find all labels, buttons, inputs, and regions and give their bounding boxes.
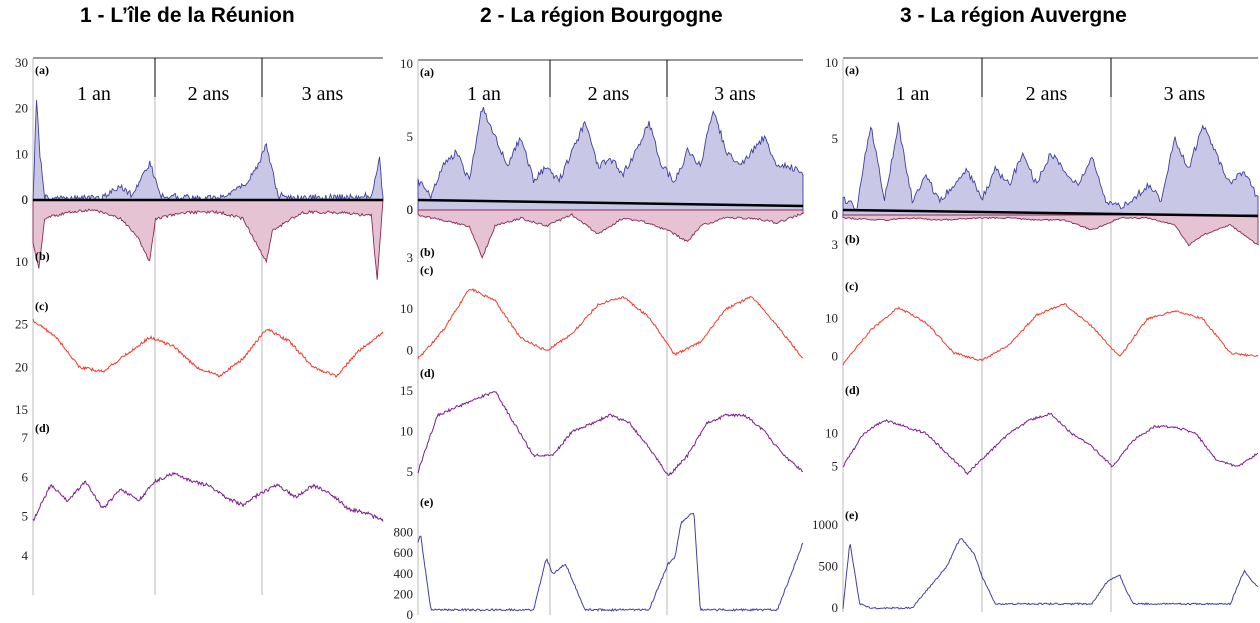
year-label: 1 an: [896, 83, 930, 105]
panel-label-b: (b): [845, 232, 860, 246]
tick-label-c: 20: [15, 359, 28, 374]
panel-label-b: (b): [35, 249, 50, 263]
series-line-c: [842, 302, 1259, 366]
series-line-d: [32, 471, 384, 522]
series-area-a: [842, 122, 1259, 216]
series-area-b: [417, 209, 804, 259]
tick-label-d: 15: [400, 383, 413, 398]
year-label: 2 ans: [1026, 83, 1068, 105]
panel-label-a: (a): [35, 63, 49, 77]
tick-label-e: 0: [407, 607, 414, 622]
tick-label-c: 0: [407, 343, 414, 358]
tick-label-a: 0: [832, 207, 839, 222]
panel-label-c: (c): [420, 263, 433, 277]
tick-label-a: 10: [400, 56, 413, 71]
panel-label-e: (e): [845, 508, 858, 522]
tick-label-e: 1000: [812, 517, 838, 532]
series-line-e: [842, 538, 1259, 610]
year-label: 1 an: [467, 83, 501, 105]
year-label: 1 an: [77, 83, 111, 105]
year-label: 2 ans: [188, 83, 230, 105]
series-area-b: [842, 214, 1259, 247]
panel-label-d: (d): [35, 421, 50, 435]
tick-label-d: 5: [22, 509, 29, 524]
tick-label-c: 25: [15, 317, 28, 332]
tick-label-d: 10: [400, 424, 413, 439]
tick-label-e: 200: [394, 586, 414, 601]
year-label: 3 ans: [302, 83, 344, 105]
series-line-c: [417, 288, 803, 360]
tick-label-e: 0: [832, 600, 839, 615]
tick-label-a: 10: [15, 146, 28, 161]
panel-label-c: (c): [845, 279, 858, 293]
zero-baseline: [842, 208, 1259, 218]
tick-label-a: 0: [407, 202, 414, 217]
panel-label-a: (a): [420, 65, 434, 79]
panel-label-c: (c): [35, 299, 48, 313]
tick-label-d: 5: [407, 464, 414, 479]
tick-label-c: 10: [400, 301, 413, 316]
tick-label-c: 15: [15, 402, 28, 417]
series-area-a: [32, 100, 384, 202]
tick-label-a: 20: [15, 101, 28, 116]
tick-label-b: 10: [15, 254, 28, 269]
tick-label-b: 0: [22, 192, 29, 207]
tick-label-a: 30: [15, 55, 28, 70]
tick-label-d: 10: [825, 425, 838, 440]
tick-label-e: 800: [394, 525, 414, 540]
tick-label-b: 3: [832, 237, 839, 252]
tick-label-b: 0: [407, 202, 414, 217]
panel-label-a: (a): [845, 63, 859, 77]
panel-label-d: (d): [845, 383, 860, 397]
tick-label-d: 7: [22, 430, 29, 445]
tick-label-e: 500: [819, 559, 839, 574]
zero-baseline: [417, 198, 804, 208]
tick-label-a: 0: [22, 192, 29, 207]
series-line-e: [417, 512, 804, 612]
tick-label-d: 5: [832, 459, 839, 474]
tick-label-e: 400: [394, 566, 414, 581]
series-line-d: [842, 412, 1259, 476]
tick-label-a: 10: [825, 55, 838, 70]
tick-label-b: 0: [832, 207, 839, 222]
series-line-c: [32, 318, 384, 378]
series-line-d: [417, 391, 804, 476]
chart-title-3: 3 - La région Auvergne: [900, 4, 1127, 27]
panel-label-d: (d): [420, 366, 435, 380]
series-area-a: [417, 106, 804, 211]
tick-label-a: 5: [832, 131, 839, 146]
tick-label-c: 10: [825, 311, 838, 326]
year-label: 3 ans: [714, 83, 756, 105]
panel-label-b: (b): [420, 245, 435, 259]
tick-label-d: 4: [22, 548, 29, 563]
year-label: 3 ans: [1164, 83, 1206, 105]
tick-label-e: 600: [394, 545, 414, 560]
chart-title-1: 1 - L’île de la Réunion: [80, 4, 295, 27]
chart-title-2: 2 - La région Bourgogne: [480, 4, 723, 27]
tick-label-b: 3: [407, 250, 414, 265]
year-label: 2 ans: [588, 83, 630, 105]
tick-label-a: 5: [407, 129, 414, 144]
panel-label-e: (e): [420, 495, 433, 509]
series-area-b: [32, 199, 384, 280]
tick-label-c: 0: [832, 349, 839, 364]
tick-label-d: 6: [22, 469, 29, 484]
